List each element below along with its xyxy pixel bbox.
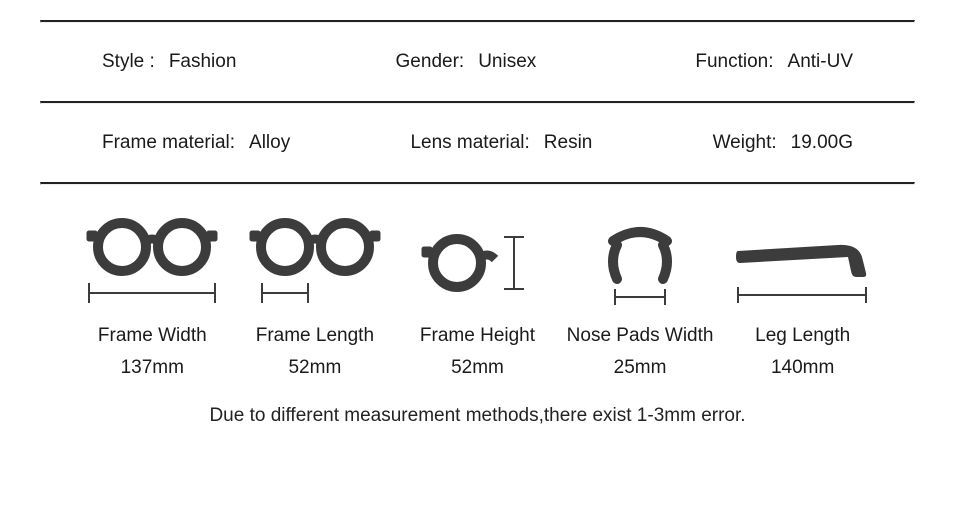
frame-length-icon: [240, 217, 390, 309]
measure-frame-width: Frame Width 137mm: [76, 217, 229, 379]
attr-label: Gender:: [396, 51, 465, 73]
frame-width-icon: [77, 217, 227, 309]
measure-label: Frame Length: [256, 325, 374, 347]
attr-label: Weight:: [713, 132, 777, 154]
attr-value: 19.00G: [791, 132, 853, 154]
attr-label: Style :: [102, 51, 155, 73]
attr-value: Anti-UV: [788, 51, 853, 73]
attr-label: Frame material:: [102, 132, 235, 154]
attr-value: Resin: [544, 132, 593, 154]
measure-value: 52mm: [451, 357, 504, 379]
measurements-row: Frame Width 137mm: [40, 185, 915, 387]
attr-label: Lens material:: [410, 132, 529, 154]
frame-height-icon: [402, 217, 552, 309]
measure-label: Nose Pads Width: [567, 325, 714, 347]
attr-frame-material: Frame material: Alloy: [102, 132, 290, 154]
attr-value: Alloy: [249, 132, 290, 154]
attributes-row-1: Style : Fashion Gender: Unisex Function:…: [40, 23, 915, 101]
measure-value: 137mm: [121, 357, 184, 379]
measure-label: Frame Width: [98, 325, 207, 347]
measure-leg-length: Leg Length 140mm: [726, 217, 879, 379]
attr-label: Function:: [695, 51, 773, 73]
measure-nose-pads-width: Nose Pads Width 25mm: [564, 217, 717, 379]
measure-value: 52mm: [288, 357, 341, 379]
measure-label: Leg Length: [755, 325, 850, 347]
attr-value: Fashion: [169, 51, 237, 73]
measure-frame-height: Frame Height 52mm: [401, 217, 554, 379]
attributes-row-2: Frame material: Alloy Lens material: Res…: [40, 104, 915, 182]
nose-pads-width-icon: [565, 217, 715, 309]
leg-length-icon: [728, 217, 878, 309]
measure-value: 25mm: [614, 357, 667, 379]
measure-frame-length: Frame Length 52mm: [239, 217, 392, 379]
attr-value: Unisex: [478, 51, 536, 73]
measure-value: 140mm: [771, 357, 834, 379]
attr-style: Style : Fashion: [102, 51, 236, 73]
attr-gender: Gender: Unisex: [396, 51, 537, 73]
attr-function: Function: Anti-UV: [695, 51, 853, 73]
footnote-text: Due to different measurement methods,the…: [40, 405, 915, 427]
attr-lens-material: Lens material: Resin: [410, 132, 592, 154]
attr-weight: Weight: 19.00G: [713, 132, 853, 154]
measure-label: Frame Height: [420, 325, 535, 347]
